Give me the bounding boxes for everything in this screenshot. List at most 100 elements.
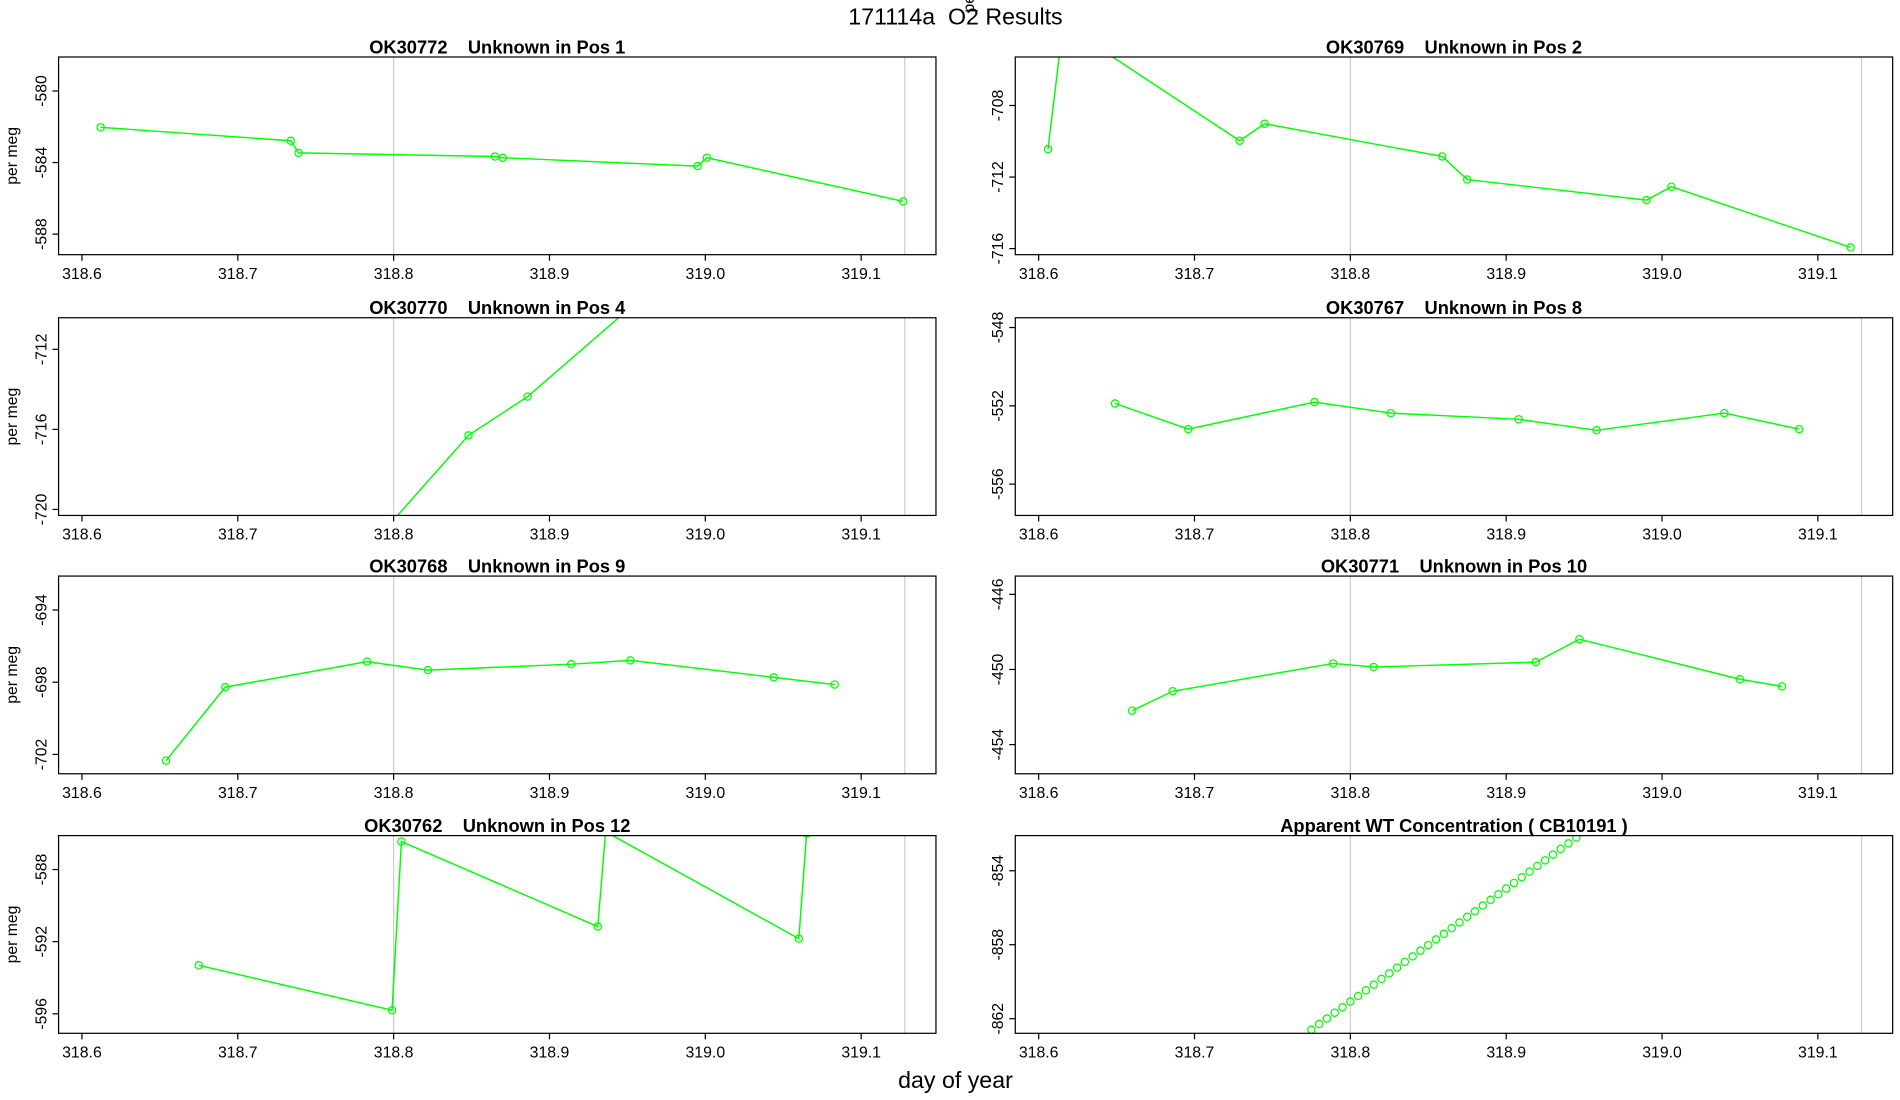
data-point	[1322, 1014, 1332, 1023]
data-point	[1735, 674, 1745, 684]
data-point	[1572, 835, 1581, 842]
y-tick-label: -552	[990, 390, 1007, 422]
data-point	[1377, 974, 1386, 984]
data-point	[1478, 901, 1488, 910]
data-point	[1168, 687, 1177, 696]
x-tick-label: 318.9	[1486, 527, 1526, 544]
x-tick-label: 318.6	[1019, 527, 1059, 544]
data-point	[1540, 856, 1550, 865]
data-line	[1131, 638, 1783, 712]
y-tick-label: -712	[990, 161, 1007, 193]
data-point	[593, 922, 603, 931]
data-point	[1556, 844, 1566, 854]
panel-title: OK30762 Unknown in Pos 12	[364, 815, 630, 836]
x-tick-label: 318.8	[1331, 527, 1371, 544]
plot-area	[1307, 835, 1587, 1034]
y-tick-label: -446	[990, 578, 1007, 610]
data-point	[1400, 957, 1410, 967]
data-point	[830, 680, 839, 689]
data-point	[387, 1005, 397, 1015]
data-point	[1533, 861, 1542, 871]
y-tick-label: -862	[990, 1003, 1007, 1035]
y-tick-label: -716	[990, 233, 1007, 265]
data-point	[1514, 415, 1523, 424]
panel-title: OK30769 Unknown in Pos 2	[1326, 36, 1582, 57]
panel: OK30770 Unknown in Pos 4 per meg 318.6 318.…	[4, 297, 937, 544]
panel: OK30762 Unknown in Pos 12 per meg 318.6 318…	[4, 815, 937, 1062]
data-point	[1517, 872, 1527, 882]
data-point	[1386, 408, 1396, 418]
y-axis-title: per meg	[4, 906, 21, 964]
plot-area	[1110, 397, 1804, 435]
plot-frame	[1014, 317, 1894, 517]
data-point	[1369, 662, 1378, 672]
x-tick-label: 318.9	[530, 527, 570, 544]
plot-area	[396, 317, 620, 516]
plot-frame	[57, 575, 937, 775]
data-point	[693, 161, 702, 171]
x-tick-label: 318.9	[530, 1045, 570, 1062]
panel-title: OK30768 Unknown in Pos 9	[369, 555, 625, 576]
data-point	[1127, 706, 1137, 715]
x-tick-label: 318.6	[62, 527, 102, 544]
x-tick-label: 318.8	[1331, 266, 1371, 283]
y-tick-label: -592	[33, 926, 50, 958]
plot-frame	[57, 317, 937, 517]
y-axis-title: per meg	[4, 127, 21, 185]
x-tick-label: 318.8	[1331, 785, 1371, 802]
data-point	[1423, 940, 1433, 950]
x-tick-label: 318.7	[1175, 266, 1215, 283]
data-point	[1846, 243, 1855, 252]
x-tick-label: 319.1	[841, 1045, 881, 1062]
y-tick-label: -858	[990, 929, 1007, 961]
x-tick-label: 318.9	[1486, 785, 1526, 802]
data-point	[1447, 923, 1456, 933]
plot-frame	[1014, 575, 1894, 775]
data-point	[1439, 929, 1449, 939]
x-tick-label: 318.9	[1486, 266, 1526, 283]
data-point	[802, 835, 811, 838]
data-point	[1043, 144, 1053, 154]
data-point	[1310, 397, 1319, 407]
data-point	[1416, 946, 1425, 955]
panel-title: OK30771 Unknown in Pos 10	[1321, 555, 1587, 576]
x-tick-label: 319.0	[685, 527, 725, 544]
data-point	[1470, 907, 1480, 916]
data-point	[1486, 895, 1495, 905]
data-point	[221, 682, 230, 692]
data-point	[1330, 1008, 1340, 1018]
y-axis-title: per meg	[4, 388, 21, 446]
data-point	[1494, 889, 1503, 899]
plot-frame	[1014, 835, 1894, 1034]
x-tick-label: 319.1	[841, 785, 881, 802]
data-point	[702, 153, 712, 162]
data-point	[498, 153, 507, 162]
plot-area	[1127, 634, 1787, 715]
y-tick-label: -694	[33, 594, 50, 626]
x-tick-label: 318.7	[218, 785, 258, 802]
data-point	[898, 197, 908, 206]
plot-area	[194, 835, 811, 1015]
data-point	[1235, 136, 1244, 145]
data-point	[567, 659, 576, 669]
plot-area	[96, 123, 908, 206]
data-point	[1183, 424, 1193, 434]
x-tick-label: 318.7	[218, 527, 258, 544]
data-point	[1501, 884, 1511, 893]
data-point	[1110, 399, 1120, 408]
data-line	[396, 317, 620, 516]
data-point	[1307, 1025, 1316, 1034]
panel: OK30768 Unknown in Pos 9 per meg 318.6 318.…	[4, 555, 937, 802]
y-tick-label: -450	[990, 653, 1007, 685]
x-tick-label: 318.8	[374, 1045, 414, 1062]
y-tick-label: -548	[990, 312, 1007, 344]
panel-title: OK30772 Unknown in Pos 1	[369, 36, 625, 57]
data-point	[1369, 980, 1378, 989]
data-point	[769, 673, 779, 682]
data-point	[96, 123, 105, 132]
y-axis-title: per meg	[961, 0, 978, 13]
x-tick-label: 318.9	[1486, 1045, 1526, 1062]
data-point	[1438, 152, 1447, 161]
data-point	[1455, 918, 1464, 927]
